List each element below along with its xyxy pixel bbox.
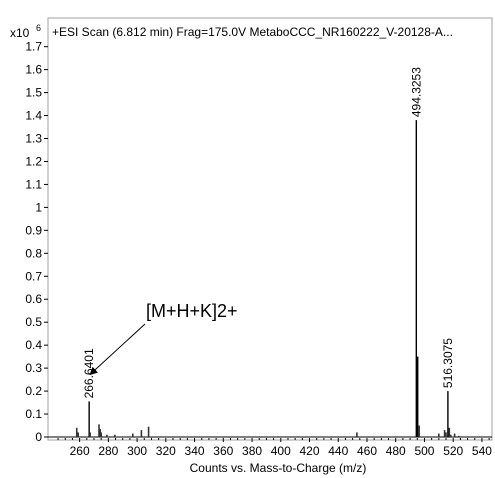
peak-label: 516.3075: [441, 338, 455, 388]
x-tick-label: 380: [242, 444, 262, 458]
x-tick-label: 500: [414, 444, 434, 458]
x-tick-label: 300: [127, 444, 147, 458]
y-tick-label: 0.4: [25, 338, 42, 352]
x-tick-label: 440: [328, 444, 348, 458]
y-axis-ticks: 0 0.1 0.2 0.3 0.4 0.5 0.6 0.7 0.8 0.9 1 1.1 1.2 1.3 1.…: [25, 40, 48, 444]
y-tick-label: 0.9: [25, 223, 42, 237]
x-tick-label: 260: [70, 444, 90, 458]
y-tick-label: 0.6: [25, 292, 42, 306]
x-tick-label: 360: [213, 444, 233, 458]
y-tick-label: 1.3: [25, 132, 42, 146]
chart-title: +ESI Scan (6.812 min) Frag=175.0V Metabo…: [52, 25, 453, 39]
y-multiplier-exponent: 6: [36, 23, 41, 33]
y-tick-label: 0.5: [25, 315, 42, 329]
y-tick-label: 1.2: [25, 154, 42, 168]
y-tick-label: 0.3: [25, 361, 42, 375]
annotation-arrow: [89, 323, 146, 376]
x-tick-label: 420: [299, 444, 319, 458]
x-tick-label: 460: [357, 444, 377, 458]
y-tick-label: 1.5: [25, 86, 42, 100]
y-tick-label: 0.8: [25, 246, 42, 260]
x-axis-ticks: 260 280 300 320 340 360 380 400 420 440 460 480 500 5…: [57, 438, 492, 458]
peak-label: 494.3253: [409, 67, 423, 117]
plot-area-frame: [47, 17, 493, 441]
peak-labels: 266.6401 494.3253 516.3075: [82, 67, 455, 399]
x-tick-label: 540: [472, 444, 492, 458]
x-tick-label: 340: [185, 444, 205, 458]
x-tick-label: 480: [386, 444, 406, 458]
y-tick-label: 0.7: [25, 269, 42, 283]
y-tick-label: 1.4: [25, 109, 42, 123]
annotation-text: [M+H+K]2+: [146, 301, 238, 321]
x-tick-label: 280: [98, 444, 118, 458]
y-tick-label: 0.2: [25, 384, 42, 398]
spectrum-peaks: [48, 120, 492, 438]
y-multiplier-label: x10: [10, 26, 30, 40]
y-tick-label: 1: [35, 200, 42, 214]
y-tick-label: 0: [35, 430, 42, 444]
x-tick-label: 320: [156, 444, 176, 458]
y-tick-label: 0.1: [25, 407, 42, 421]
x-axis-label: Counts vs. Mass-to-Charge (m/z): [190, 461, 367, 475]
x-tick-label: 520: [443, 444, 463, 458]
y-tick-label: 1.6: [25, 63, 42, 77]
x-tick-label: 400: [271, 444, 291, 458]
peak-label: 266.6401: [82, 348, 96, 398]
y-tick-label: 1.1: [25, 177, 42, 191]
y-tick-label: 1.7: [25, 40, 42, 54]
